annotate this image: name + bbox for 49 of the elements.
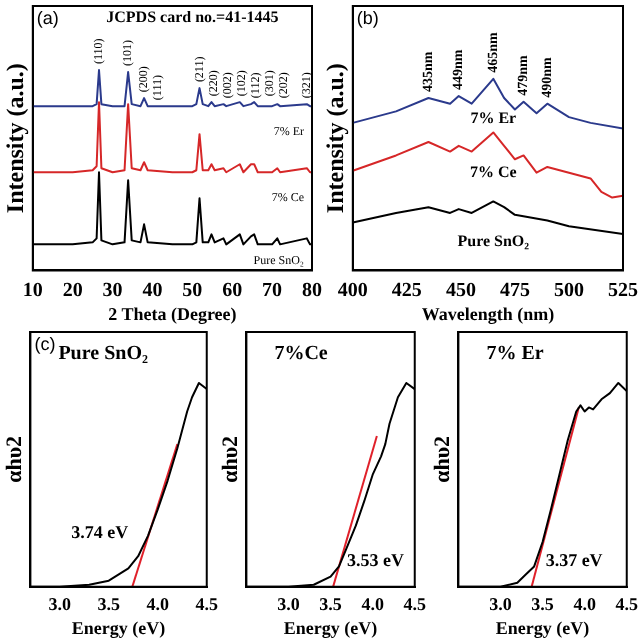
chart-title: 7% Er — [486, 343, 545, 366]
x-tick-label: 4.0 — [146, 594, 171, 615]
chart-title: 7%Ce — [274, 343, 329, 366]
x-tick-label: 50 — [182, 279, 203, 302]
y-axis-title: Intensity (a.u.) — [320, 63, 349, 214]
x-tick-label: 475 — [499, 279, 530, 302]
x-tick-label: 425 — [391, 279, 422, 302]
annotation: 3.37 eV — [545, 550, 604, 571]
x-axis-title: Energy (eV) — [283, 617, 378, 638]
x-tick-label: 4.5 — [403, 594, 427, 615]
annotation: 3.53 eV — [347, 550, 406, 571]
x-tick-label: 3.5 — [531, 594, 555, 615]
x-axis-title: 2 Theta (Degree) — [108, 303, 237, 324]
series-label: Pure SnO₂ — [457, 231, 531, 250]
x-tick-label: 3.5 — [319, 594, 343, 615]
x-tick-label: 60 — [222, 279, 243, 302]
x-axis-title: Energy (eV) — [71, 617, 166, 638]
chart-title: Pure SnO₂ — [58, 343, 148, 366]
x-tick-label: 4.5 — [195, 594, 219, 615]
x-tick-label: 4.5 — [615, 594, 639, 615]
x-tick-label: 3.0 — [48, 594, 73, 615]
x-tick-label: 20 — [62, 279, 83, 302]
annotation: 3.74 eV — [71, 522, 130, 543]
x-tick-label: 70 — [262, 279, 283, 302]
x-tick-label: 40 — [142, 279, 163, 302]
series-label: 7% Ce — [469, 162, 518, 181]
x-tick-label: 400 — [337, 279, 368, 302]
x-tick-label: 4.0 — [361, 594, 385, 615]
x-tick-label: 500 — [553, 279, 584, 302]
x-tick-label: 10 — [22, 279, 43, 302]
text: (b) — [356, 7, 379, 28]
x-tick-label: 4.0 — [573, 594, 597, 615]
x-tick-label: 3.5 — [97, 594, 122, 615]
x-tick-label: 450 — [445, 279, 476, 302]
x-tick-label: 3.0 — [489, 594, 513, 615]
text: (c) — [34, 333, 56, 354]
text: JCPDS card no.=41-1445 — [106, 8, 279, 27]
x-axis-title: Wavelength (nm) — [421, 303, 555, 324]
x-axis-title: Energy (eV) — [495, 617, 590, 638]
y-axis-title: Intensity (a.u.) — [0, 63, 29, 214]
x-tick-label: 3.0 — [277, 594, 301, 615]
x-tick-label: 80 — [302, 279, 322, 302]
y-axis-title: αhυ2 — [430, 434, 455, 483]
y-axis-title: αhυ2 — [218, 434, 243, 483]
x-tick-label: 525 — [608, 279, 638, 302]
series-label: 7% Er — [470, 108, 518, 127]
y-axis-title: αhυ2 — [2, 434, 27, 483]
x-tick-label: 30 — [102, 279, 123, 302]
text: (a) — [36, 7, 59, 28]
